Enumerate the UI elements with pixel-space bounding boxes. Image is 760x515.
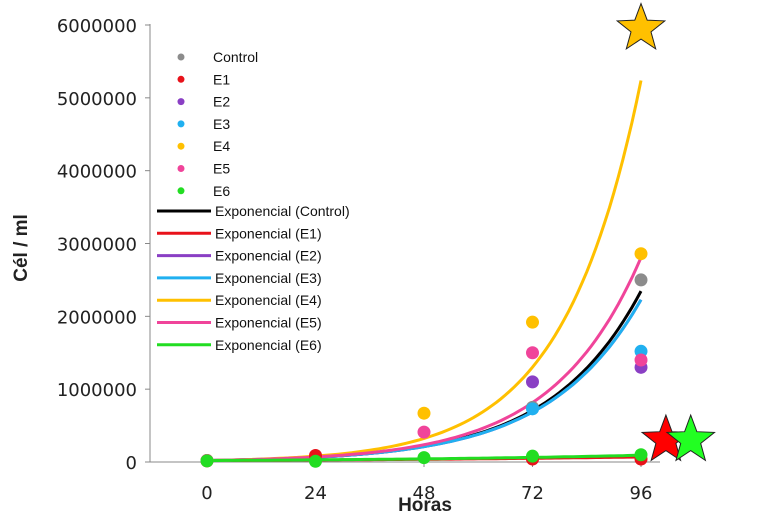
data-point [417, 425, 431, 439]
legend-label: Exponencial (E1) [215, 225, 322, 241]
data-point [526, 375, 539, 389]
data-point [634, 448, 648, 462]
y-tick-label: 2000000 [57, 307, 137, 328]
legend-label: Exponencial (Control) [215, 203, 350, 219]
legend-marker [177, 53, 185, 61]
legend-label: Exponencial (E5) [215, 315, 322, 331]
data-point [526, 402, 539, 416]
y-tick-label: 6000000 [57, 16, 137, 37]
y-tick-label: 0 [126, 453, 137, 474]
data-point [526, 315, 539, 329]
x-tick-labels: 0 24 48 72 96 [201, 462, 652, 504]
x-axis-title: Horas [398, 495, 452, 515]
legend-label: E6 [213, 183, 230, 199]
data-point [200, 454, 214, 468]
y-tick-label: 3000000 [57, 235, 137, 256]
legend-label: E1 [213, 71, 230, 87]
trendlines [206, 80, 643, 463]
y-tick-label: 4000000 [57, 162, 137, 183]
data-points [200, 247, 648, 468]
legend-label: Exponencial (E6) [215, 337, 322, 353]
star-markers [615, 2, 716, 462]
x-tick-label: 0 [201, 483, 212, 504]
legend-marker [177, 165, 185, 172]
y-tick-label: 1000000 [57, 380, 137, 401]
data-point [634, 273, 648, 287]
x-tick-label: 48 [413, 483, 436, 504]
data-point [634, 353, 648, 367]
legend: Control E1 E2 E3 E4 E5 E6 Exponencial (Control)… [155, 42, 395, 360]
data-point [634, 247, 648, 261]
data-point [417, 406, 431, 420]
legend-label: Exponencial (E4) [215, 292, 322, 308]
star-marker [665, 413, 716, 462]
legend-marker [177, 142, 185, 150]
data-point [526, 346, 539, 360]
y-tick-label: 5000000 [57, 89, 137, 110]
legend-label: E4 [213, 138, 230, 154]
star-marker [615, 2, 667, 51]
legend-label: Control [213, 49, 258, 65]
legend-label: E3 [213, 116, 230, 132]
legend-marker [177, 120, 185, 128]
legend-label: Exponencial (E3) [215, 270, 322, 286]
data-point [526, 449, 539, 463]
data-point [417, 451, 431, 465]
x-tick-label: 96 [630, 483, 653, 504]
legend-label: E5 [213, 161, 230, 177]
y-axis-title: Cél / ml [11, 214, 32, 282]
legend-marker [177, 187, 185, 195]
legend-marker [177, 98, 185, 106]
legend-label: E2 [213, 94, 230, 110]
y-tick-labels: 0 1000000 2000000 3000000 4000000 5000000 6000… [57, 16, 150, 474]
x-tick-label: 72 [521, 483, 544, 504]
legend-background [155, 42, 395, 360]
x-tick-label: 24 [304, 483, 327, 504]
data-point [309, 454, 322, 468]
legend-label: Exponencial (E2) [215, 248, 322, 264]
legend-marker [177, 75, 185, 83]
